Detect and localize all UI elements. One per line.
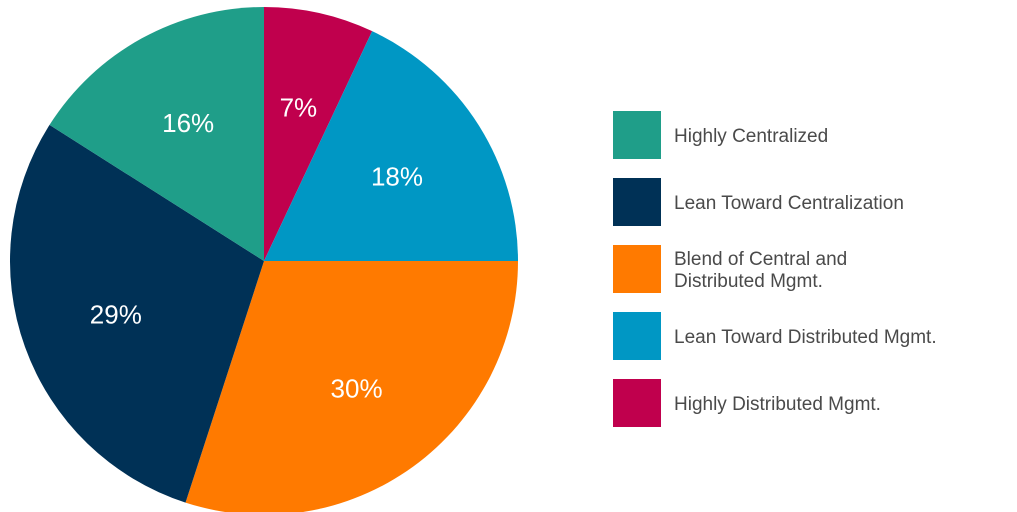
pie-slice-blend-of-central-and-distributed-mgmt: [185, 261, 518, 512]
legend-label: Lean Toward Distributed Mgmt.: [674, 327, 937, 348]
legend-swatch: [613, 379, 661, 427]
pie-slice-highly-distributed-mgmt: [264, 7, 373, 261]
pie-slice-value-label: 18%: [371, 162, 423, 192]
legend-label: Blend of Central and: [674, 249, 847, 270]
legend-label: Highly Centralized: [674, 126, 828, 147]
legend: Highly Centralized Lean Toward Centraliza…: [613, 111, 937, 427]
legend-swatch: [613, 111, 661, 159]
pie-slice-value-label: 16%: [162, 108, 214, 138]
legend-label: Lean Toward Centralization: [674, 193, 904, 214]
legend-item-highly-distributed-mgmt: Highly Distributed Mgmt.: [613, 379, 881, 427]
pie-slice-labels: 7% 18% 30% 29% 16%: [90, 92, 423, 403]
legend-item-lean-toward-centralization: Lean Toward Centralization: [613, 178, 904, 226]
legend-item-lean-toward-distributed-mgmt: Lean Toward Distributed Mgmt.: [613, 312, 937, 360]
legend-label: Distributed Mgmt.: [674, 271, 823, 292]
pie-slice-value-label: 29%: [90, 299, 142, 329]
legend-swatch: [613, 245, 661, 293]
legend-swatch: [613, 312, 661, 360]
legend-swatch: [613, 178, 661, 226]
legend-item-highly-centralized: Highly Centralized: [613, 111, 828, 159]
legend-label: Highly Distributed Mgmt.: [674, 394, 881, 415]
pie-slice-value-label: 7%: [280, 92, 318, 122]
pie-slice-lean-toward-distributed-mgmt: [264, 31, 518, 261]
pie-slice-lean-toward-centralization: [9, 124, 264, 503]
pie-slice-value-label: 30%: [331, 373, 383, 403]
pie-slice-highly-centralized: [49, 7, 264, 261]
pie-slices: [9, 7, 518, 512]
